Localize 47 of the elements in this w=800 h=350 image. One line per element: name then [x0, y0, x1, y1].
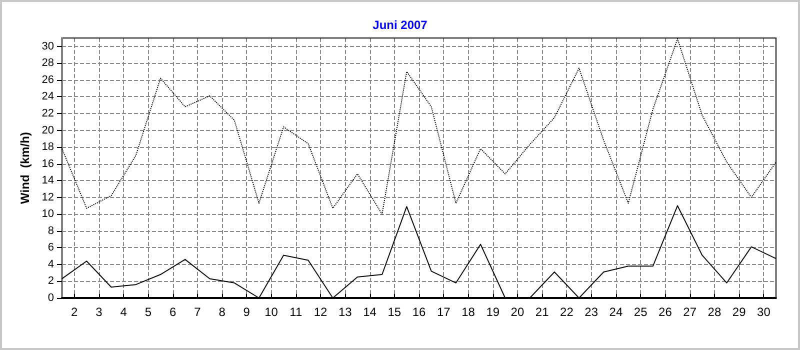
x-tick-label: 13 [338, 305, 352, 319]
y-tick-label: 8 [48, 224, 54, 237]
y-tick-label: 16 [42, 158, 54, 170]
x-tick-label: 23 [584, 305, 598, 319]
x-tick-label: 15 [388, 305, 402, 319]
x-tick-label: 21 [535, 305, 550, 319]
y-axis-title: Wind (km/h) [18, 132, 32, 204]
y-tick-label: 2 [48, 275, 54, 288]
y-tick-label: 26 [42, 74, 54, 86]
y-tick-label: 10 [42, 208, 54, 220]
y-tick-label: 4 [48, 258, 54, 270]
x-tick-label: 4 [120, 305, 128, 319]
x-tick-label: 22 [560, 305, 574, 319]
x-tick-label: 14 [363, 305, 377, 319]
x-tick-label: 12 [314, 305, 328, 319]
x-tick-label: 10 [264, 305, 278, 319]
y-tick-label: 14 [42, 174, 54, 187]
y-tick-label: 22 [42, 107, 54, 120]
x-tick-label: 28 [708, 305, 722, 319]
x-tick-label: 30 [757, 305, 771, 319]
x-tick-label: 29 [732, 305, 746, 319]
x-tick-label: 26 [658, 305, 672, 319]
y-tick-label: 6 [48, 242, 54, 254]
y-tick-label: 12 [42, 191, 54, 204]
x-tick-label: 17 [436, 305, 451, 319]
x-tick-label: 25 [634, 305, 648, 319]
y-tick-label: 28 [42, 57, 54, 70]
x-tick-label: 18 [462, 305, 476, 319]
x-tick-label: 3 [96, 305, 103, 319]
x-tick-label: 7 [194, 305, 202, 319]
y-tick-label: 18 [42, 141, 54, 154]
x-tick-label: 5 [144, 305, 152, 319]
y-tick-label: 20 [42, 124, 54, 136]
x-tick-label: 11 [290, 305, 302, 319]
x-tick-label: 27 [683, 305, 697, 319]
x-tick-label: 9 [243, 305, 250, 319]
x-tick-label: 24 [609, 305, 623, 319]
x-tick-label: 6 [169, 305, 176, 319]
x-tick-label: 16 [412, 305, 426, 319]
y-tick-label: 30 [42, 40, 54, 52]
x-tick-label: 20 [510, 305, 524, 319]
chart-title: Juni 2007 [372, 18, 428, 32]
x-tick-label: 19 [486, 305, 500, 319]
x-tick-label: 8 [218, 305, 226, 319]
y-tick-label: 0 [48, 292, 54, 304]
y-tick-label: 24 [42, 90, 54, 103]
x-tick-label: 2 [70, 305, 78, 319]
